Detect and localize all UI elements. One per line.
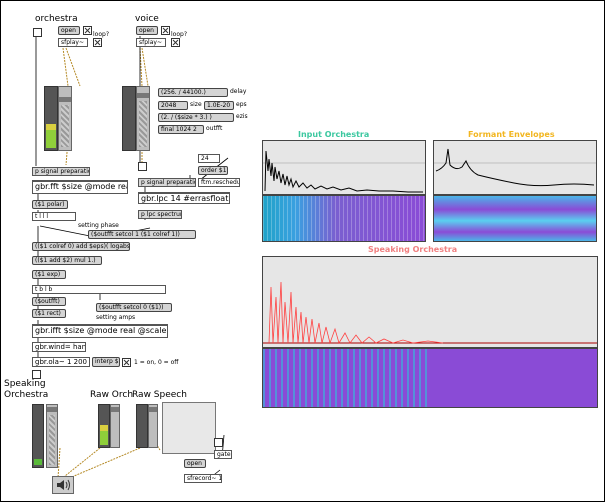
add-mul-message[interactable]: (($1 add $2) mul 1.)	[32, 256, 102, 265]
speaking-label: Speaking	[4, 379, 46, 389]
size-message[interactable]: 2048	[158, 101, 188, 110]
setting-phase-label: setting phase	[78, 222, 119, 229]
close-icon[interactable]	[83, 26, 92, 35]
orchestra-level-meter	[44, 86, 58, 151]
outfft-setcol1-message[interactable]: ($outfft setcol 1 ($1 colref 1))	[88, 230, 196, 239]
loop-label-1: loop?	[93, 31, 110, 38]
ezis-label: ezis	[236, 113, 248, 120]
formant-trace	[434, 148, 596, 187]
trigger-lll[interactable]: t l l l	[32, 212, 76, 221]
rect-message[interactable]: ($1 rect)	[32, 309, 66, 318]
final-message[interactable]: final 1024 2	[158, 125, 204, 134]
raw-speech-level-meter	[136, 404, 148, 448]
colref-eps-message[interactable]: (($1 colref 0) add $eps)( logabs)	[32, 242, 130, 251]
gbr-lpc-object[interactable]: gbr.lpc 14 #errasfloat 1	[138, 192, 230, 204]
record-toggle-pad[interactable]	[162, 402, 216, 454]
raw-orch-gain-slider[interactable]	[110, 404, 120, 448]
gbr-ifft-object[interactable]: gbr.ifft $size @mode real @scale $ezis	[32, 324, 168, 338]
gbr-ola-object[interactable]: gbr.ola~ 1 200	[32, 357, 90, 367]
close-icon[interactable]	[161, 26, 170, 35]
input-orchestra-spectrogram	[262, 195, 426, 242]
loop-toggle-orchestra[interactable]	[93, 38, 102, 47]
interp-toggle[interactable]	[122, 358, 131, 367]
order-message[interactable]: order $1	[198, 166, 228, 175]
formant-envelopes-plot	[433, 140, 597, 195]
speaking-gain-slider[interactable]	[46, 404, 58, 468]
speaking-orchestra-title: Speaking Orchestra	[368, 245, 458, 254]
input-spectrum-trace	[263, 150, 425, 193]
open-voice-button[interactable]: open	[136, 26, 158, 35]
gbr-fft-object[interactable]: gbr.fft $size @mode real	[32, 180, 128, 194]
signal-preparation-orchestra[interactable]: p signal preparation	[32, 167, 90, 176]
lpc-spectrum-subpatch[interactable]: p lpc spectrum	[138, 210, 182, 219]
orchestra-bang[interactable]	[33, 28, 42, 37]
ftm-reschedule[interactable]: ftm.reschedule	[198, 178, 240, 187]
gate-object[interactable]: gate	[214, 450, 232, 459]
orchestra-output-label: Orchestra	[4, 390, 49, 400]
delay-label: delay	[230, 88, 247, 95]
sfplay-voice[interactable]: sfplay~	[136, 38, 166, 47]
input-orchestra-title: Input Orchestra	[298, 130, 370, 139]
speaking-orchestra-spectrum	[262, 256, 598, 348]
voice-label: voice	[135, 14, 159, 24]
raw-speech-gain-slider[interactable]	[148, 404, 158, 448]
eps-label: eps	[236, 101, 247, 108]
gate-bang[interactable]	[214, 438, 223, 447]
gbr-wind-object[interactable]: gbr.wind= hanning	[32, 342, 86, 352]
raw-speech-label: Raw Speech	[132, 390, 187, 400]
eps-message[interactable]: 1.0E-20	[204, 101, 234, 110]
signal-preparation-voice[interactable]: p signal preparation	[138, 178, 196, 187]
speaking-orchestra-spectrogram	[262, 348, 598, 408]
voice-gain-slider[interactable]	[136, 86, 150, 151]
ezis-message[interactable]: (2. / ($size * 3.) )	[158, 113, 234, 122]
outfft-setcol0-message[interactable]: ($outfft setcol 0 ($1))	[96, 303, 172, 312]
formant-envelopes-title: Formant Envelopes	[468, 130, 555, 139]
output-bang[interactable]	[32, 370, 41, 379]
speaking-spectrum-trace	[263, 281, 597, 345]
raw-orch-label: Raw Orch	[90, 390, 134, 400]
sfrecord-object[interactable]: sfrecord~ 1	[184, 474, 222, 483]
orchestra-gain-slider[interactable]	[58, 86, 72, 151]
size-label: size	[190, 101, 202, 108]
outfft-label: outfft	[206, 125, 223, 132]
trigger-blb[interactable]: t b l b	[32, 285, 166, 294]
raw-orch-level-meter	[98, 404, 110, 448]
formant-spectrogram	[433, 195, 597, 242]
open-record-button[interactable]: open	[184, 459, 206, 468]
voice-bang[interactable]	[138, 162, 147, 171]
toggle-note-label: 1 = on, 0 = off	[134, 359, 179, 366]
open-orchestra-button[interactable]: open	[58, 26, 80, 35]
interp-message[interactable]: interp $1	[92, 357, 120, 367]
loop-toggle-voice[interactable]	[171, 38, 180, 47]
input-orchestra-spectrum	[262, 140, 426, 195]
sfplay-orchestra[interactable]: sfplay~	[58, 38, 88, 47]
exp-message[interactable]: ($1 exp)	[32, 270, 66, 279]
voice-level-meter	[122, 86, 136, 151]
speaking-level-meter	[32, 404, 44, 468]
order-number-box[interactable]: 24	[198, 154, 220, 163]
loop-label-2: loop?	[171, 31, 188, 38]
polar-message[interactable]: ($1 polar)	[32, 200, 68, 209]
orchestra-label: orchestra	[35, 14, 78, 24]
speaker-icon[interactable]	[52, 476, 74, 494]
delay-message[interactable]: (256. / 44100.)	[158, 88, 228, 97]
outfft-message[interactable]: ($outfft)	[32, 297, 66, 306]
setting-amps-label: setting amps	[96, 314, 136, 321]
